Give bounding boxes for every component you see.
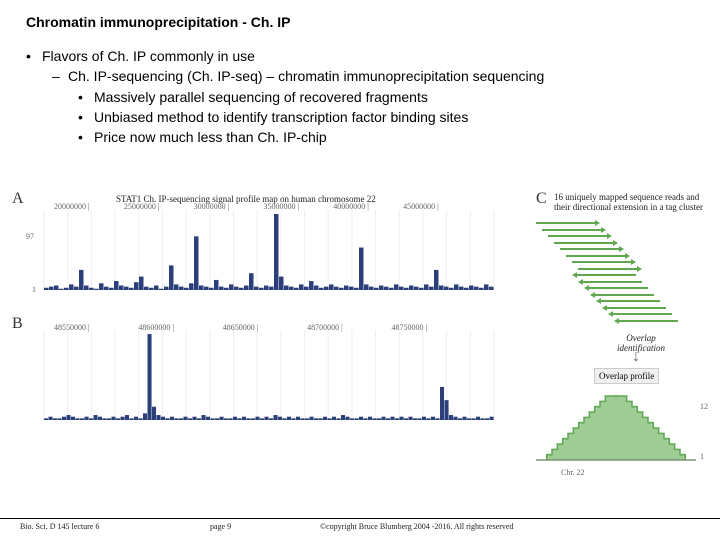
sequence-read [582,281,642,283]
xtick: 30000000 | [194,202,230,211]
bullet-l2: –Ch. IP-sequencing (Ch. IP-seq) – chroma… [52,66,720,86]
panel-c-overlap-label: Overlap identification [606,333,676,353]
panel-c-overlap-box: Overlap profile [594,368,659,384]
panel-c-ymax: 12 [700,402,708,411]
xtick: 20000000 | [54,202,90,211]
sequence-read [566,255,626,257]
xtick: 40000000 | [333,202,369,211]
footer-right: ©copyright Bruce Blumberg 2004 -2016. Al… [320,522,513,531]
panel-a-ybot: 1 [32,285,36,294]
xtick: 25000000 | [124,202,160,211]
sequence-read [594,294,654,296]
bullet-list: •Flavors of Ch. IP commonly in use –Ch. … [0,30,720,147]
arrow-down-icon: ↓ [632,348,640,366]
bullet-l2-text: Ch. IP-sequencing (Ch. IP-seq) – chromat… [68,68,544,84]
bullet-l3b-text: Unbiased method to identify transcriptio… [94,109,468,125]
panel-b-label: B [12,315,23,333]
bullet-l3c-text: Price now much less than Ch. IP-chip [94,129,327,145]
sequence-read [600,300,660,302]
panel-c-label: C [536,190,547,208]
bullet-l1-text: Flavors of Ch. IP commonly in use [42,48,255,64]
sequence-read [572,261,632,263]
sequence-read [560,248,620,250]
sequence-read [536,222,596,224]
sequence-read [618,320,678,322]
panel-c-ymin: 1 [700,452,704,461]
bullet-l1: •Flavors of Ch. IP commonly in use [26,46,720,66]
xtick: 48750000 | [392,323,428,332]
bullet-l3c: •Price now much less than Ch. IP-chip [78,127,720,147]
xtick: 48600000 | [138,323,174,332]
sequence-read [578,268,638,270]
xtick: 48700000 | [307,323,343,332]
panel-c-caption: 16 uniquely mapped sequence reads and th… [554,192,704,212]
bullet-l3a: •Massively parallel sequencing of recove… [78,87,720,107]
panel-b-chart [44,330,494,420]
xtick: 45000000 | [403,202,439,211]
xtick: 35000000 | [263,202,299,211]
sequence-read [588,287,648,289]
footer-left: Bio. Sci. D 145 lecture 6 [20,522,99,531]
bullet-l3b: •Unbiased method to identify transcripti… [78,107,720,127]
panel-a-label: A [12,190,24,208]
panel-c-profile [536,390,706,470]
bullet-l3a-text: Massively parallel sequencing of recover… [94,89,428,105]
panel-a-ytop: 97 [26,232,34,241]
sequence-read [606,307,666,309]
sequence-read [542,229,602,231]
footer: Bio. Sci. D 145 lecture 6 page 9 ©copyri… [0,518,720,534]
xtick: 48650000 | [223,323,259,332]
panel-c-reads [536,222,696,332]
sequence-read [612,313,672,315]
sequence-read [554,242,614,244]
xtick: 48550000 | [54,323,90,332]
panel-c-chr: Chr. 22 [561,468,585,477]
slide-title: Chromatin immunoprecipitation - Ch. IP [0,0,720,30]
sequence-read [576,274,636,276]
footer-center: page 9 [210,522,231,531]
panel-a-chart [44,210,494,290]
sequence-read [548,235,608,237]
figure-area: A STAT1 Ch. IP-sequencing signal profile… [6,190,714,504]
